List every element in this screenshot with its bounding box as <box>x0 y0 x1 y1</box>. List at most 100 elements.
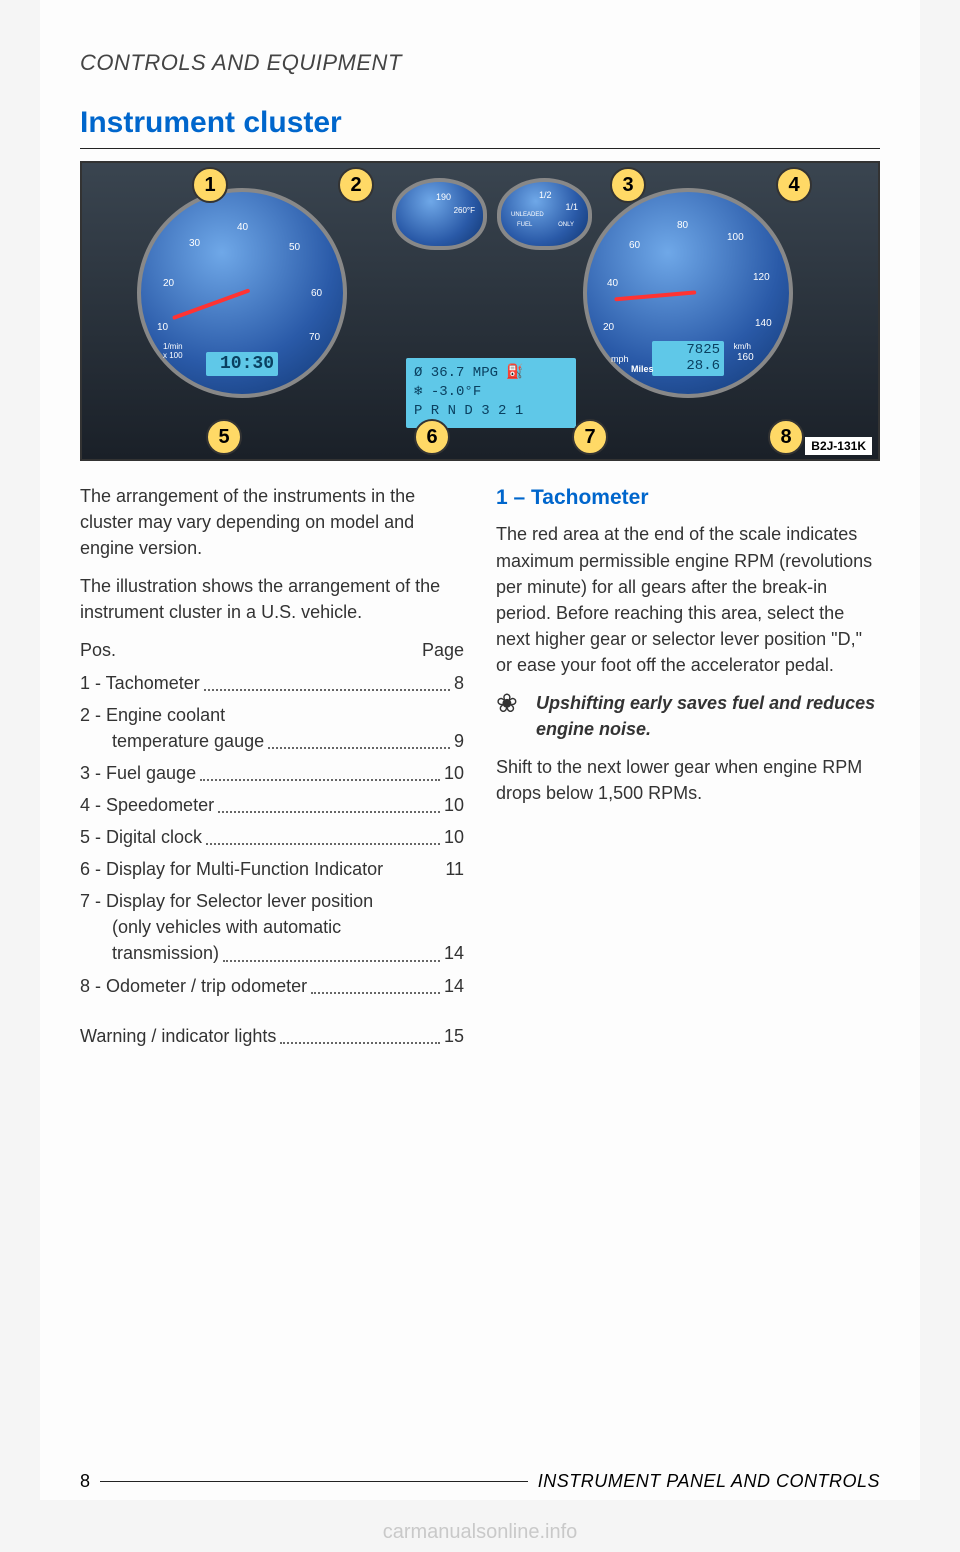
toc-page: 10 <box>444 792 464 818</box>
toc-page: 10 <box>444 824 464 850</box>
spd-60: 60 <box>629 240 640 251</box>
tach-60: 60 <box>311 288 322 299</box>
mfi-line3: P R N D 3 2 1 <box>414 402 568 421</box>
instrument-cluster-diagram: 10 20 30 40 50 60 70 1/min x 100 10:30 2… <box>80 161 880 461</box>
diagram-id-tag: B2J-131K <box>805 437 872 455</box>
tach-unit: 1/min x 100 <box>163 342 183 360</box>
toc-page: 10 <box>444 760 464 786</box>
tach-20: 20 <box>163 278 174 289</box>
footer-rule <box>100 1481 528 1482</box>
spd-mph: mph <box>611 354 629 364</box>
callout-7: 7 <box>572 419 608 455</box>
callout-2: 2 <box>338 167 374 203</box>
miles-label: Miles <box>631 364 654 374</box>
toc-list: 1 - Tachometer 8 2 - Engine coolanttempera… <box>80 670 464 999</box>
toc-label: 8 - Odometer / trip odometer <box>80 973 307 999</box>
toc-dots <box>311 992 440 994</box>
odometer-lcd: 7825 28.6 <box>652 341 724 376</box>
toc-row: 3 - Fuel gauge 10 <box>80 760 464 786</box>
toc-extra-page: 15 <box>444 1023 464 1049</box>
section-heading: CONTROLS AND EQUIPMENT <box>80 50 880 76</box>
callout-4: 4 <box>776 167 812 203</box>
speedometer-gauge: 20 40 60 80 100 120 140 160 mph km/h 782… <box>583 188 793 398</box>
toc-sublabel: (only vehicles with automatic <box>80 914 464 940</box>
coolant-temp-gauge: 190 260°F <box>392 178 487 250</box>
toc-label: 6 - Display for Multi-Function Indicator <box>80 856 383 882</box>
toc-page: 14 <box>444 940 464 966</box>
mfi-line1: Ø 36.7 MPG ⛽ <box>414 364 568 383</box>
right-column: 1 – Tachometer The red area at the end o… <box>496 483 880 1055</box>
fuel-fuel: FUEL <box>517 222 532 228</box>
toc-header: Pos. Page <box>80 637 464 663</box>
odo-total: 7825 <box>656 343 720 358</box>
tachometer-heading: 1 – Tachometer <box>496 483 880 513</box>
toc-row: 4 - Speedometer10 <box>80 792 464 818</box>
toc-label: 1 - Tachometer <box>80 670 200 696</box>
toc-dots <box>280 1042 440 1044</box>
toc-head-page: Page <box>422 637 464 663</box>
toc-page: 14 <box>444 973 464 999</box>
toc-label: 7 - Display for Selector lever position <box>80 888 464 914</box>
toc-row: 8 - Odometer / trip odometer 14 <box>80 973 464 999</box>
left-column: The arrangement of the instruments in th… <box>80 483 464 1055</box>
speedo-needle <box>614 290 696 301</box>
tach-p2: Shift to the next lower gear when engine… <box>496 754 880 806</box>
tachometer-gauge: 10 20 30 40 50 60 70 1/min x 100 10:30 <box>137 188 347 398</box>
body-columns: The arrangement of the instruments in th… <box>80 483 880 1055</box>
page-footer: 8 INSTRUMENT PANEL AND CONTROLS <box>80 1471 880 1492</box>
fuel-half: 1/2 <box>539 190 552 200</box>
toc-dots <box>206 843 440 845</box>
tach-50: 50 <box>289 242 300 253</box>
tach-needle <box>172 288 250 320</box>
spd-kmh: km/h <box>734 342 751 351</box>
toc-label: 5 - Digital clock <box>80 824 202 850</box>
toc-row: 6 - Display for Multi-Function Indicator… <box>80 856 464 882</box>
eco-tip: ❀ Upshifting early saves fuel and reduce… <box>496 690 880 742</box>
recycle-icon: ❀ <box>496 690 526 742</box>
toc-sublabel: transmission) <box>80 940 219 966</box>
tach-30: 30 <box>189 238 200 249</box>
spd-100: 100 <box>727 232 744 243</box>
toc-page: 8 <box>454 670 464 696</box>
tach-p1: The red area at the end of the scale ind… <box>496 521 880 678</box>
spd-20: 20 <box>603 322 614 333</box>
page-title: Instrument cluster <box>80 106 880 140</box>
callout-5: 5 <box>206 419 242 455</box>
fuel-gauge: 1/2 1/1 UNLEADED FUEL ONLY <box>497 178 592 250</box>
fuel-unl: UNLEADED <box>511 212 544 218</box>
toc-row: 5 - Digital clock 10 <box>80 824 464 850</box>
toc-dots <box>200 779 440 781</box>
toc-extra-row: Warning / indicator lights 15 <box>80 1023 464 1049</box>
toc-label: 2 - Engine coolant <box>80 702 464 728</box>
odo-trip: 28.6 <box>656 359 720 374</box>
toc-dots <box>204 689 450 691</box>
tach-10: 10 <box>157 322 168 333</box>
toc-label: 3 - Fuel gauge <box>80 760 196 786</box>
toc-row: 1 - Tachometer 8 <box>80 670 464 696</box>
callout-3: 3 <box>610 167 646 203</box>
fuel-full: 1/1 <box>565 202 578 212</box>
fuel-only: ONLY <box>558 222 574 228</box>
footer-page-num: 8 <box>80 1471 90 1492</box>
callout-1: 1 <box>192 167 228 203</box>
toc-row: temperature gauge 9 <box>80 728 464 754</box>
toc-dots <box>268 747 450 749</box>
tach-40: 40 <box>237 222 248 233</box>
digital-clock-lcd: 10:30 <box>206 352 278 376</box>
toc-extra-label: Warning / indicator lights <box>80 1023 276 1049</box>
toc-sublabel: temperature gauge <box>80 728 264 754</box>
footer-section: INSTRUMENT PANEL AND CONTROLS <box>538 1471 880 1492</box>
toc-dots <box>223 960 440 962</box>
temp-190: 190 <box>436 192 451 202</box>
watermark: carmanualsonline.info <box>0 1521 960 1544</box>
toc-page: 9 <box>454 728 464 754</box>
temp-260: 260°F <box>454 206 475 215</box>
spd-80: 80 <box>677 220 688 231</box>
toc-dots <box>218 811 440 813</box>
mfi-display: Ø 36.7 MPG ⛽ ❄ -3.0°F P R N D 3 2 1 <box>406 358 576 428</box>
spd-120: 120 <box>753 272 770 283</box>
intro-p2: The illustration shows the arrangement o… <box>80 573 464 625</box>
toc-page: 11 <box>445 856 464 882</box>
spd-140: 140 <box>755 318 772 329</box>
title-rule <box>80 148 880 149</box>
